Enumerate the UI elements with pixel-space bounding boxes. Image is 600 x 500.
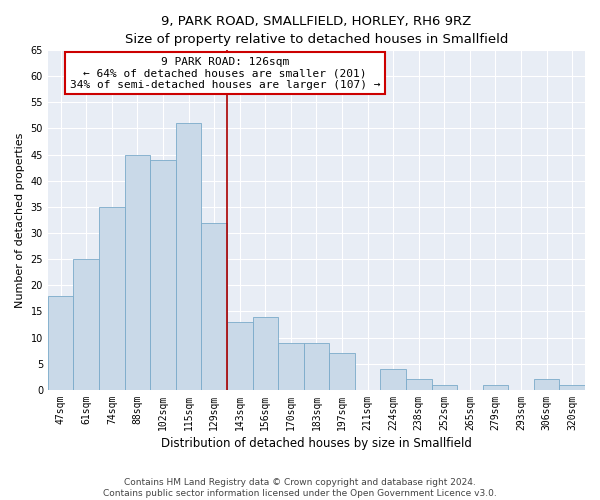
Bar xyxy=(482,384,508,390)
Bar xyxy=(73,259,99,390)
Bar xyxy=(534,380,559,390)
Bar xyxy=(253,316,278,390)
Title: 9, PARK ROAD, SMALLFIELD, HORLEY, RH6 9RZ
Size of property relative to detached : 9, PARK ROAD, SMALLFIELD, HORLEY, RH6 9R… xyxy=(125,15,508,46)
Bar xyxy=(559,384,585,390)
Bar xyxy=(406,380,431,390)
Bar xyxy=(227,322,253,390)
Bar xyxy=(202,222,227,390)
Text: 9 PARK ROAD: 126sqm
← 64% of detached houses are smaller (201)
34% of semi-detac: 9 PARK ROAD: 126sqm ← 64% of detached ho… xyxy=(70,56,380,90)
Y-axis label: Number of detached properties: Number of detached properties xyxy=(15,132,25,308)
Text: Contains HM Land Registry data © Crown copyright and database right 2024.
Contai: Contains HM Land Registry data © Crown c… xyxy=(103,478,497,498)
Bar xyxy=(48,296,73,390)
Bar xyxy=(431,384,457,390)
Bar xyxy=(329,354,355,390)
Bar xyxy=(99,207,125,390)
Bar xyxy=(125,154,150,390)
X-axis label: Distribution of detached houses by size in Smallfield: Distribution of detached houses by size … xyxy=(161,437,472,450)
Bar xyxy=(150,160,176,390)
Bar xyxy=(304,343,329,390)
Bar xyxy=(380,369,406,390)
Bar xyxy=(278,343,304,390)
Bar xyxy=(176,123,202,390)
